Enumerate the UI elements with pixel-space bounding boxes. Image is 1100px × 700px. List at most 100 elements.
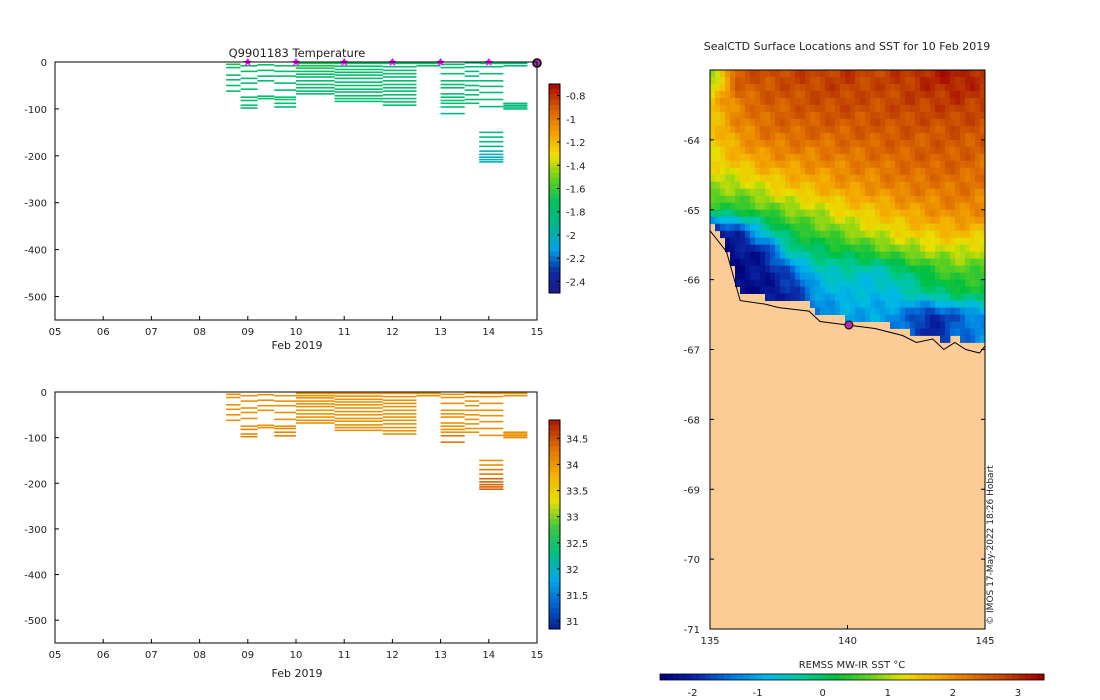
sst-cell [795, 91, 801, 99]
sst-cell [935, 230, 941, 239]
sst-cell [920, 139, 926, 148]
sst-cell [750, 153, 756, 162]
sst-cell [800, 202, 806, 211]
sst-cell [790, 265, 796, 273]
sst-cell [825, 104, 831, 113]
sst-cell [950, 286, 956, 294]
sst-cell [755, 272, 761, 280]
sst-cell [960, 307, 966, 315]
profile-level [503, 108, 528, 110]
sst-cell [945, 146, 951, 155]
sst-cell [970, 216, 976, 225]
sst-cell [925, 132, 931, 141]
x-tick-label: 06 [97, 327, 110, 338]
sst-cell [755, 160, 761, 169]
sst-cell [735, 251, 741, 260]
sst-cell [830, 98, 836, 106]
sst-cell [765, 91, 771, 99]
sst-cell [840, 230, 846, 239]
sst-cell [875, 125, 881, 134]
sst-cell [880, 77, 886, 85]
sst-colorbar-segment [935, 674, 943, 680]
sst-cell [835, 125, 841, 134]
sst-cell [815, 195, 821, 204]
sst-cell [755, 286, 761, 294]
sst-cell [805, 223, 811, 232]
sst-cell [915, 251, 921, 260]
sst-cell [950, 125, 956, 134]
temperature-colorbar: -0.8-1-1.2-1.4-1.6-1.8-2-2.2-2.4 [548, 83, 586, 294]
sst-cell [740, 167, 746, 176]
sst-colorbar-segment [820, 674, 827, 680]
sst-cell [825, 77, 831, 85]
profile-level [479, 477, 504, 480]
sst-cell [905, 160, 911, 169]
profile-level [274, 102, 296, 105]
sst-cell [820, 293, 826, 301]
colorbar-segment [549, 251, 560, 257]
sst-cell [825, 265, 831, 273]
profile-level [382, 62, 417, 65]
profile-level [334, 424, 383, 426]
profile-level [226, 90, 241, 92]
sst-cell [790, 153, 796, 162]
colorbar-segment [549, 493, 560, 499]
sst-cell [810, 272, 816, 280]
sst-cell [940, 181, 946, 190]
sst-cell [775, 125, 781, 134]
sst-cell [935, 174, 941, 183]
sst-cell [750, 77, 756, 85]
sst-cell [815, 279, 821, 287]
sst-cell [775, 98, 781, 106]
sst-cell [915, 104, 921, 113]
sst-cell [725, 244, 731, 253]
sst-cell [710, 181, 716, 190]
sst-colorbar-segment [832, 674, 840, 680]
sst-cell [910, 174, 916, 183]
sst-cell [755, 174, 761, 183]
profile-level [479, 468, 504, 471]
sst-cell [905, 209, 911, 218]
sst-cell [780, 195, 786, 204]
profile-level [440, 93, 465, 95]
sst-cell [880, 70, 886, 78]
sst-cell [870, 104, 876, 113]
sst-cell [860, 244, 866, 253]
sst-cell [970, 91, 976, 99]
sst-cell [915, 98, 921, 106]
sst-cell [980, 84, 986, 92]
sst-cell [715, 202, 721, 211]
sst-cell [710, 125, 716, 134]
sst-cell [850, 223, 856, 232]
sst-cell [980, 216, 986, 225]
sst-cell [950, 321, 956, 329]
sst-cell [800, 216, 806, 225]
sst-cell [865, 125, 871, 134]
sst-cell [850, 209, 856, 218]
sst-cell [815, 132, 821, 141]
map-y-tick-label: -71 [684, 625, 700, 636]
profile-level [464, 418, 480, 421]
sst-cell [910, 195, 916, 204]
sst-cell [930, 195, 936, 204]
sst-cell [935, 146, 941, 155]
sst-cell [710, 188, 716, 197]
profile-level [382, 419, 417, 422]
sst-cell [750, 111, 756, 120]
sst-cell [935, 77, 941, 85]
sst-cell [945, 216, 951, 225]
sst-cell [845, 251, 851, 260]
sst-cell [835, 244, 841, 253]
sst-cell [720, 202, 726, 211]
sst-cell [880, 272, 886, 280]
sst-cell [880, 84, 886, 92]
sst-cell [835, 251, 841, 260]
sst-cell [830, 251, 836, 260]
profile-level [479, 481, 504, 483]
sst-cell [890, 251, 896, 260]
colorbar-segment [549, 451, 560, 458]
sst-cell [890, 160, 896, 169]
sst-cell [745, 286, 751, 294]
sst-colorbar-segment [858, 674, 866, 680]
sst-cell [960, 279, 966, 287]
